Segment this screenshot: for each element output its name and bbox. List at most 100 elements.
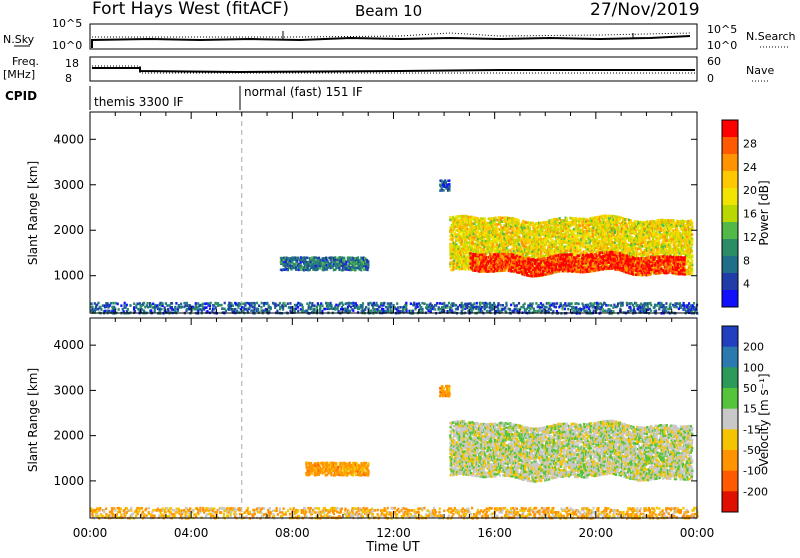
data-cell xyxy=(509,308,511,311)
cpid-segment-normal: normal (fast) 151 IF xyxy=(244,85,363,99)
data-cell xyxy=(530,222,532,225)
data-cell xyxy=(626,302,628,305)
data-cell xyxy=(550,308,552,311)
nsky-tick-top: 10^5 xyxy=(52,17,82,30)
data-cell xyxy=(225,310,227,313)
data-cell xyxy=(533,255,535,258)
data-cell xyxy=(531,245,533,248)
data-cell xyxy=(106,310,108,313)
data-cell xyxy=(510,304,512,307)
data-cell xyxy=(637,243,639,246)
data-cell xyxy=(605,304,607,307)
data-cell xyxy=(473,302,475,305)
data-cell xyxy=(534,310,536,313)
data-cell xyxy=(480,302,482,305)
data-cell xyxy=(289,302,291,305)
data-cell xyxy=(693,302,695,305)
data-cell xyxy=(593,309,595,312)
data-cell xyxy=(554,302,556,305)
data-cell xyxy=(670,306,672,309)
data-cell xyxy=(663,304,665,307)
data-cell xyxy=(126,304,128,307)
data-cell xyxy=(180,303,182,306)
data-cell xyxy=(449,266,451,269)
data-cell xyxy=(622,304,624,307)
data-cell xyxy=(256,302,258,305)
data-cell xyxy=(521,248,523,251)
data-cell xyxy=(303,310,305,313)
data-cell xyxy=(612,241,614,244)
data-cell xyxy=(618,216,620,219)
data-cell xyxy=(453,262,455,265)
data-cell xyxy=(360,269,362,272)
data-cell xyxy=(568,233,570,236)
data-cell xyxy=(211,310,213,313)
data-cell xyxy=(629,250,631,253)
data-cell xyxy=(318,257,320,260)
data-cell xyxy=(621,235,623,238)
data-cell xyxy=(575,217,577,220)
data-cell xyxy=(545,243,547,246)
data-cell xyxy=(572,236,574,239)
data-cell xyxy=(258,304,260,307)
data-cell xyxy=(478,310,480,313)
data-cell xyxy=(520,246,522,249)
data-cell xyxy=(441,302,443,305)
data-cell xyxy=(445,181,447,184)
data-cell xyxy=(253,306,255,309)
data-cell xyxy=(241,306,243,309)
data-cell xyxy=(443,302,445,305)
data-cell xyxy=(537,230,539,233)
data-cell xyxy=(129,304,131,307)
data-cell xyxy=(405,302,407,305)
data-cell xyxy=(338,267,340,270)
data-cell xyxy=(588,232,590,235)
data-cell xyxy=(349,310,351,313)
data-cell xyxy=(524,303,526,306)
data-cell xyxy=(610,304,612,307)
data-cell xyxy=(209,304,211,307)
data-cell xyxy=(665,302,667,305)
data-cell xyxy=(210,302,212,305)
data-cell xyxy=(125,306,127,309)
cpid-segment-themis: themis 3300 IF xyxy=(94,95,184,109)
data-cell xyxy=(665,310,667,313)
data-cell xyxy=(640,249,642,252)
data-cell xyxy=(457,306,459,309)
data-cell xyxy=(172,308,174,311)
data-cell xyxy=(215,306,217,309)
data-cell xyxy=(461,302,463,305)
data-cell xyxy=(422,308,424,311)
data-cell xyxy=(217,304,219,307)
data-cell xyxy=(529,228,531,231)
data-cell xyxy=(171,302,173,305)
data-cell xyxy=(573,228,575,231)
data-cell xyxy=(561,219,563,222)
data-cell xyxy=(384,310,386,313)
data-cell xyxy=(141,308,143,311)
data-cell xyxy=(184,304,186,307)
data-cell xyxy=(206,310,208,313)
data-cell xyxy=(556,302,558,305)
data-cell xyxy=(205,302,207,305)
data-cell xyxy=(330,304,332,307)
data-cell xyxy=(461,268,463,271)
data-cell xyxy=(536,310,538,313)
data-cell xyxy=(507,249,509,252)
data-cell xyxy=(397,306,399,309)
data-cell xyxy=(348,302,350,305)
data-cell xyxy=(617,302,619,305)
data-cell xyxy=(183,302,185,305)
data-cell xyxy=(498,302,500,305)
data-cell xyxy=(502,217,504,220)
data-cell xyxy=(477,217,479,220)
data-cell xyxy=(266,302,268,305)
data-cell xyxy=(133,306,135,309)
data-cell xyxy=(578,303,580,306)
data-cell xyxy=(321,304,323,307)
data-cell xyxy=(342,304,344,307)
data-cell xyxy=(532,302,534,305)
data-cell xyxy=(635,231,637,234)
data-cell xyxy=(220,304,222,307)
